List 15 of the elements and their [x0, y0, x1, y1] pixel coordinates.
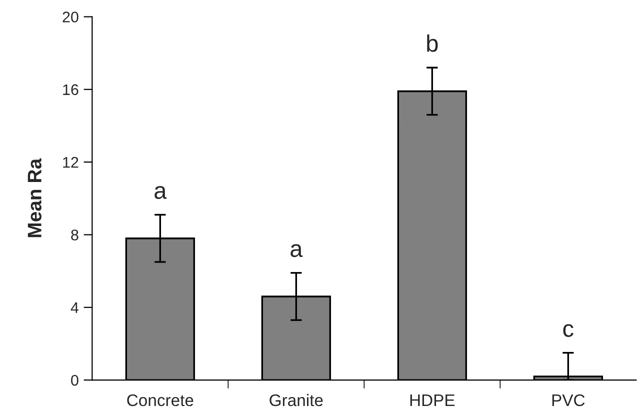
y-tick-label: 4	[70, 302, 79, 313]
y-tick-label: 12	[63, 156, 78, 168]
annotation: b	[427, 34, 438, 52]
y-tick-label: 20	[62, 12, 78, 22]
x-tick-label: Concrete	[127, 394, 194, 406]
x-tick-label: PVC	[552, 394, 585, 406]
annotation: a	[290, 244, 303, 258]
y-tick-label: 8	[71, 230, 78, 240]
annotation: a	[154, 186, 167, 199]
y-tick-label: 0	[71, 374, 78, 386]
y-axis-title: Mean Ra	[28, 158, 42, 238]
y-tick-label: 16	[63, 84, 78, 96]
annotation: c	[563, 324, 574, 338]
x-tick-label: Granite	[270, 394, 323, 406]
x-tick-label: HDPE	[410, 394, 455, 406]
